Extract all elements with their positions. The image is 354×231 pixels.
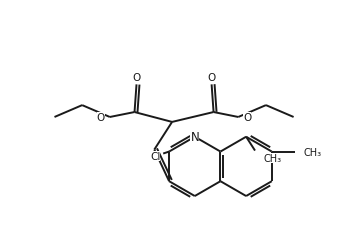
- Text: Cl: Cl: [150, 152, 160, 162]
- Text: CH₃: CH₃: [303, 147, 321, 157]
- Text: N: N: [190, 131, 199, 144]
- Text: O: O: [97, 112, 105, 122]
- Text: O: O: [207, 73, 216, 83]
- Text: CH₃: CH₃: [264, 154, 282, 164]
- Text: O: O: [132, 73, 141, 83]
- Text: O: O: [243, 112, 251, 122]
